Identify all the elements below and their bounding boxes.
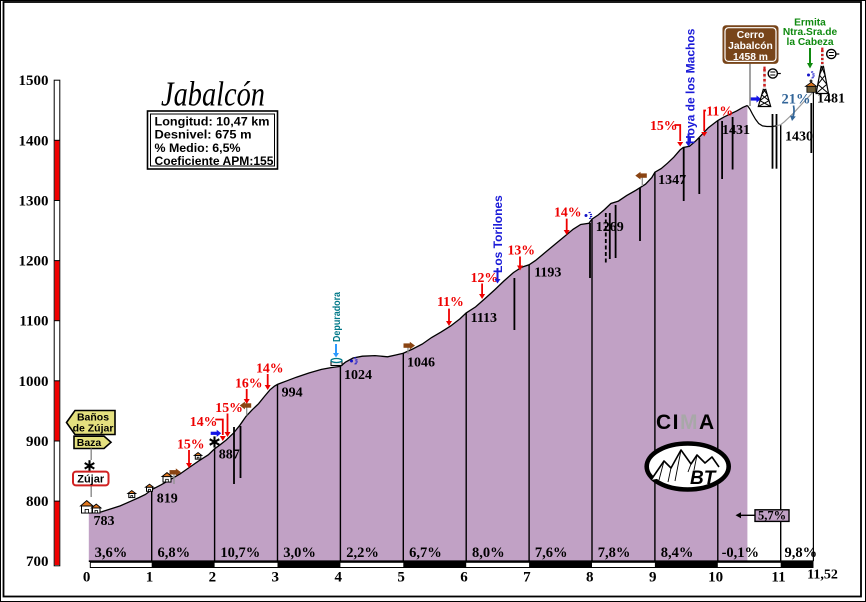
- svg-text:6,8%: 6,8%: [158, 545, 191, 561]
- svg-text:1: 1: [146, 570, 154, 586]
- svg-text:15%: 15%: [177, 437, 205, 452]
- svg-text:783: 783: [94, 514, 115, 529]
- svg-text:4: 4: [334, 570, 342, 586]
- svg-text:8,4%: 8,4%: [661, 545, 694, 561]
- svg-text:3: 3: [272, 570, 280, 586]
- svg-text:Longitud: 10,47 km: Longitud: 10,47 km: [155, 115, 270, 129]
- svg-text:13%: 13%: [508, 243, 536, 258]
- svg-text:Jabalcón: Jabalcón: [728, 41, 773, 52]
- svg-text:9,8%: 9,8%: [785, 545, 818, 561]
- svg-text:5,7%: 5,7%: [758, 509, 786, 523]
- svg-text:5: 5: [397, 570, 405, 586]
- svg-text:Ntra.Sra.de: Ntra.Sra.de: [783, 27, 838, 38]
- svg-text:8,0%: 8,0%: [472, 545, 505, 561]
- svg-text:15%: 15%: [650, 118, 678, 133]
- svg-text:1458 m: 1458 m: [733, 52, 768, 63]
- svg-text:de Zújar: de Zújar: [73, 423, 114, 435]
- svg-text:Depuradora: Depuradora: [331, 292, 343, 342]
- svg-text:12%: 12%: [471, 270, 499, 285]
- svg-text:Cerro: Cerro: [737, 30, 764, 41]
- svg-text:1046: 1046: [407, 356, 435, 371]
- svg-text:1431: 1431: [722, 123, 750, 138]
- svg-text:21%: 21%: [782, 92, 811, 108]
- svg-text:1400: 1400: [19, 133, 49, 149]
- svg-text:0: 0: [83, 570, 91, 586]
- svg-text:7: 7: [523, 570, 531, 586]
- svg-text:11%: 11%: [437, 294, 464, 309]
- svg-text:Hoya de los Machos: Hoya de los Machos: [684, 28, 698, 144]
- svg-text:900: 900: [26, 434, 49, 450]
- svg-text:11%: 11%: [706, 104, 733, 119]
- svg-text:% Medio: 6,5%: % Medio: 6,5%: [155, 141, 241, 155]
- svg-text:Los Torilones: Los Torilones: [491, 195, 505, 273]
- svg-text:994: 994: [282, 385, 303, 400]
- svg-text:14%: 14%: [190, 414, 218, 429]
- svg-text:15%: 15%: [215, 400, 243, 415]
- svg-text:10,7%: 10,7%: [220, 545, 260, 561]
- svg-text:887: 887: [219, 447, 240, 462]
- svg-text:BT: BT: [690, 468, 717, 489]
- svg-text:6: 6: [460, 570, 468, 586]
- svg-text:Ermita: Ermita: [794, 18, 826, 29]
- svg-text:Coeficiente APM:155: Coeficiente APM:155: [155, 154, 274, 168]
- svg-text:3,0%: 3,0%: [283, 545, 316, 561]
- svg-text:CIMA: CIMA: [656, 411, 716, 434]
- svg-text:1100: 1100: [19, 314, 48, 330]
- svg-text:1481: 1481: [817, 91, 845, 106]
- svg-text:Jabalcón: Jabalcón: [161, 75, 265, 114]
- svg-text:700: 700: [26, 554, 49, 570]
- svg-text:3,6%: 3,6%: [95, 545, 128, 561]
- svg-text:Baza: Baza: [77, 437, 102, 449]
- svg-text:10: 10: [708, 570, 723, 586]
- svg-text:1269: 1269: [596, 220, 624, 235]
- svg-text:2,2%: 2,2%: [346, 545, 379, 561]
- svg-text:la Cabeza: la Cabeza: [787, 37, 834, 48]
- svg-text:14%: 14%: [256, 360, 284, 375]
- svg-text:11: 11: [771, 570, 785, 586]
- svg-text:1000: 1000: [19, 374, 49, 390]
- svg-text:2: 2: [209, 570, 217, 586]
- svg-text:Desnivel: 675 m: Desnivel: 675 m: [155, 128, 252, 142]
- svg-text:1113: 1113: [471, 311, 497, 326]
- svg-text:7,6%: 7,6%: [535, 545, 568, 561]
- svg-text:1430: 1430: [785, 130, 813, 145]
- svg-text:9: 9: [649, 570, 657, 586]
- svg-text:1347: 1347: [658, 173, 686, 188]
- svg-text:6,7%: 6,7%: [409, 545, 442, 561]
- svg-text:800: 800: [26, 494, 49, 510]
- svg-text:Baños: Baños: [77, 412, 109, 424]
- svg-text:1200: 1200: [19, 254, 49, 270]
- svg-text:Zújar: Zújar: [77, 474, 105, 486]
- svg-text:8: 8: [586, 570, 594, 586]
- svg-text:14%: 14%: [554, 204, 582, 219]
- svg-text:1300: 1300: [19, 194, 49, 210]
- svg-text:16%: 16%: [235, 376, 263, 391]
- svg-text:819: 819: [157, 492, 178, 507]
- svg-text:1024: 1024: [344, 368, 372, 383]
- svg-text:7,8%: 7,8%: [598, 545, 631, 561]
- svg-text:-0,1%: -0,1%: [722, 545, 759, 561]
- svg-text:11,52: 11,52: [807, 568, 838, 583]
- svg-text:1193: 1193: [534, 265, 561, 280]
- svg-text:1500: 1500: [19, 73, 49, 89]
